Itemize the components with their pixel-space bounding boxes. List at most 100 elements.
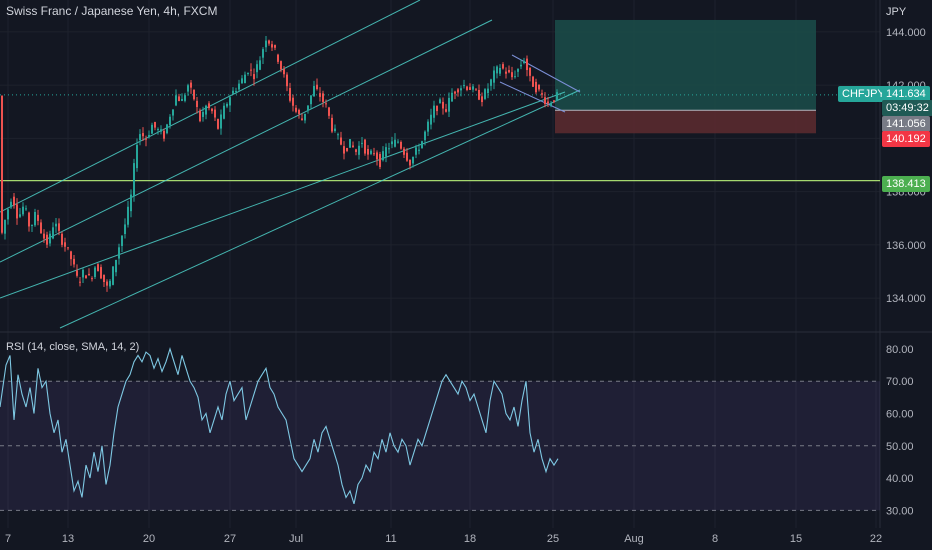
candle-body xyxy=(556,92,558,100)
candle-body xyxy=(400,141,402,149)
x-tick-label: Aug xyxy=(624,533,644,545)
candle-body xyxy=(121,235,123,246)
candle-body xyxy=(106,281,108,286)
candle-body xyxy=(262,49,264,58)
candle-body xyxy=(334,128,336,132)
candle-body xyxy=(292,97,294,106)
candle-body xyxy=(127,206,129,225)
candle-body xyxy=(508,70,510,73)
candle-body xyxy=(448,97,450,112)
candle-body xyxy=(31,224,33,226)
price-tick-label: 134.000 xyxy=(886,293,926,305)
candle-body xyxy=(304,113,306,121)
candle-body xyxy=(418,149,420,151)
candle-body xyxy=(475,89,477,91)
candle-body xyxy=(28,212,30,227)
x-tick-label: 25 xyxy=(547,533,559,545)
candle-body xyxy=(1,95,3,233)
candle-body xyxy=(484,89,486,99)
stop-tag: 140.192 xyxy=(882,131,930,147)
candle-body xyxy=(184,95,186,101)
candle-body xyxy=(49,233,51,244)
candle-body xyxy=(112,266,114,285)
candle-body xyxy=(397,141,399,143)
candle-body xyxy=(463,85,465,87)
candle-body xyxy=(103,274,105,283)
candle-body xyxy=(373,153,375,155)
candle-body xyxy=(526,58,528,71)
candle-body xyxy=(280,61,282,70)
candle-body xyxy=(205,105,207,115)
candle-body xyxy=(199,110,201,122)
candle-body xyxy=(328,107,330,116)
channel-line xyxy=(0,19,493,263)
candle-body xyxy=(13,196,15,206)
candle-body xyxy=(73,258,75,265)
candle-body xyxy=(367,148,369,155)
candle-body xyxy=(175,95,177,106)
x-tick-label: 7 xyxy=(5,533,11,545)
candle-body xyxy=(289,88,291,101)
candle-body xyxy=(70,251,72,260)
candle-body xyxy=(340,137,342,145)
candle-body xyxy=(520,64,522,67)
chart-title: Swiss Franc / Japanese Yen, 4h, FXCM xyxy=(6,4,218,18)
candle-body xyxy=(151,124,153,134)
candle-body xyxy=(433,105,435,118)
rsi-tick-label: 70.00 xyxy=(886,376,914,388)
candle-body xyxy=(4,219,6,234)
candle-body xyxy=(370,150,372,154)
candle-body xyxy=(406,152,408,161)
candle-body xyxy=(385,147,387,157)
x-tick-label: 15 xyxy=(790,533,802,545)
candle-body xyxy=(460,88,462,91)
candle-body xyxy=(250,69,252,71)
candle-body xyxy=(442,101,444,109)
channel-line xyxy=(59,89,581,329)
candle-body xyxy=(499,67,501,74)
candle-body xyxy=(100,267,102,279)
candle-body xyxy=(505,71,507,74)
candle-body xyxy=(196,100,198,108)
candle-body xyxy=(394,139,396,147)
candle-body xyxy=(148,134,150,138)
candle-body xyxy=(283,69,285,75)
candle-body xyxy=(58,223,60,231)
candle-body xyxy=(412,156,414,164)
candle-body xyxy=(517,68,519,72)
candle-body xyxy=(91,278,93,280)
candle-body xyxy=(466,86,468,90)
candle-body xyxy=(193,89,195,100)
candle-body xyxy=(223,105,225,119)
rsi-tick-label: 60.00 xyxy=(886,408,914,420)
candle-body xyxy=(439,99,441,104)
candle-body xyxy=(211,108,213,112)
symbol-tag: CHFJPY xyxy=(838,86,889,102)
candle-body xyxy=(457,89,459,93)
candle-body xyxy=(331,117,333,132)
candle-body xyxy=(241,78,243,84)
candle-body xyxy=(469,87,471,90)
candle-body xyxy=(436,105,438,112)
candle-body xyxy=(88,273,90,276)
candle-body xyxy=(547,101,549,104)
candle-body xyxy=(529,67,531,76)
candle-body xyxy=(487,88,489,94)
currency-label: JPY xyxy=(886,6,907,18)
candle-body xyxy=(286,74,288,87)
candle-body xyxy=(511,72,513,78)
candle-body xyxy=(43,233,45,239)
candle-body xyxy=(538,84,540,90)
x-tick-label: Jul xyxy=(289,533,303,545)
candle-body xyxy=(271,44,273,48)
candle-body xyxy=(337,134,339,136)
candle-body xyxy=(553,100,555,102)
candle-body xyxy=(16,204,18,219)
candle-body xyxy=(22,206,24,215)
stop-zone xyxy=(555,110,816,134)
candle-body xyxy=(355,149,357,152)
candle-body xyxy=(232,90,234,94)
candle-body xyxy=(349,139,351,148)
price-tick-label: 136.000 xyxy=(886,240,926,252)
